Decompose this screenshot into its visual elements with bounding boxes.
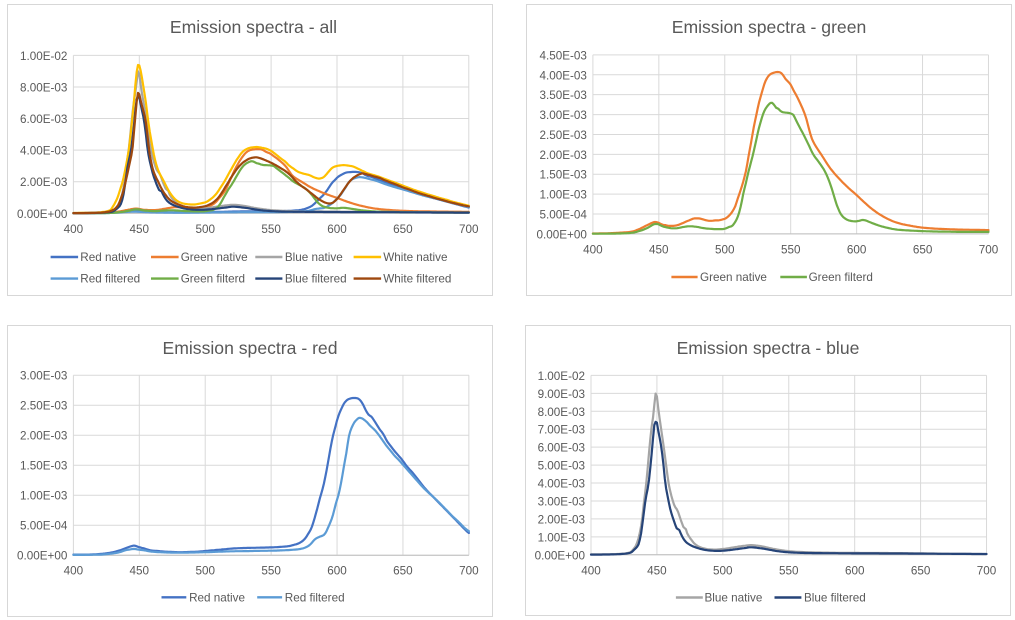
svg-text:Red native: Red native (189, 591, 245, 604)
svg-text:1.00E-03: 1.00E-03 (538, 531, 585, 544)
svg-text:700: 700 (979, 243, 999, 256)
svg-text:400: 400 (583, 243, 603, 256)
svg-text:450: 450 (649, 243, 669, 256)
svg-text:600: 600 (327, 564, 347, 577)
svg-text:2.00E-03: 2.00E-03 (20, 429, 67, 442)
svg-text:0.00E+00: 0.00E+00 (17, 208, 68, 221)
svg-text:5.00E-04: 5.00E-04 (20, 519, 68, 532)
svg-text:5.00E-04: 5.00E-04 (539, 209, 587, 222)
svg-text:650: 650 (911, 564, 931, 577)
svg-text:Red filtered: Red filtered (80, 273, 140, 286)
svg-text:450: 450 (130, 564, 150, 577)
svg-text:6.00E-03: 6.00E-03 (20, 113, 67, 126)
svg-text:550: 550 (781, 243, 801, 256)
svg-text:Emission spectra - all: Emission spectra - all (170, 17, 337, 37)
svg-text:0.00E+00: 0.00E+00 (17, 549, 68, 562)
svg-text:White native: White native (383, 251, 447, 264)
svg-text:1.00E-02: 1.00E-02 (538, 370, 585, 383)
svg-text:0.00E+00: 0.00E+00 (535, 549, 586, 562)
svg-text:2.50E-03: 2.50E-03 (539, 129, 586, 142)
svg-text:Red native: Red native (80, 251, 136, 264)
svg-text:2.00E-03: 2.00E-03 (539, 149, 586, 162)
svg-text:650: 650 (913, 243, 933, 256)
svg-text:2.00E-03: 2.00E-03 (20, 176, 67, 189)
svg-text:Emission spectra - blue: Emission spectra - blue (677, 338, 860, 358)
svg-text:Green native: Green native (700, 271, 767, 284)
svg-text:400: 400 (581, 564, 601, 577)
svg-text:Blue native: Blue native (705, 592, 763, 605)
svg-text:4.00E-03: 4.00E-03 (539, 69, 586, 82)
svg-text:1.00E-02: 1.00E-02 (20, 50, 67, 63)
svg-text:Emission spectra - green: Emission spectra - green (672, 17, 867, 37)
svg-text:White filtered: White filtered (383, 273, 451, 286)
svg-text:600: 600 (845, 564, 865, 577)
svg-text:Blue filtered: Blue filtered (285, 273, 347, 286)
svg-text:Green filterd: Green filterd (181, 273, 245, 286)
svg-text:550: 550 (779, 564, 799, 577)
svg-text:500: 500 (195, 564, 215, 577)
svg-text:550: 550 (261, 564, 281, 577)
svg-text:0.00E+00: 0.00E+00 (537, 228, 588, 241)
svg-text:600: 600 (847, 243, 867, 256)
svg-text:650: 650 (393, 564, 413, 577)
svg-text:Blue native: Blue native (285, 251, 343, 264)
svg-text:Emission spectra - red: Emission spectra - red (162, 338, 337, 358)
svg-text:Green filterd: Green filterd (809, 271, 873, 284)
svg-text:3.00E-03: 3.00E-03 (20, 369, 67, 382)
svg-text:600: 600 (327, 223, 347, 236)
svg-text:4.00E-03: 4.00E-03 (20, 145, 67, 158)
svg-text:700: 700 (977, 564, 997, 577)
svg-text:Blue filtered: Blue filtered (804, 592, 866, 605)
svg-text:2.50E-03: 2.50E-03 (20, 399, 67, 412)
svg-text:1.50E-03: 1.50E-03 (20, 459, 67, 472)
svg-text:400: 400 (64, 564, 84, 577)
svg-text:9.00E-03: 9.00E-03 (538, 388, 585, 401)
svg-text:3.00E-03: 3.00E-03 (538, 496, 585, 509)
svg-text:550: 550 (261, 223, 281, 236)
svg-text:4.00E-03: 4.00E-03 (538, 478, 585, 491)
svg-text:6.00E-03: 6.00E-03 (538, 442, 585, 455)
svg-text:500: 500 (195, 223, 215, 236)
svg-text:8.00E-03: 8.00E-03 (20, 82, 67, 95)
svg-text:Green native: Green native (181, 251, 248, 264)
svg-text:7.00E-03: 7.00E-03 (538, 424, 585, 437)
svg-text:500: 500 (715, 243, 735, 256)
svg-text:450: 450 (130, 223, 150, 236)
svg-text:1.00E-03: 1.00E-03 (20, 489, 67, 502)
svg-text:450: 450 (647, 564, 667, 577)
svg-text:Red filtered: Red filtered (285, 591, 345, 604)
svg-text:700: 700 (459, 564, 479, 577)
svg-text:1.50E-03: 1.50E-03 (539, 169, 586, 182)
svg-text:500: 500 (713, 564, 733, 577)
svg-text:650: 650 (393, 223, 413, 236)
svg-text:2.00E-03: 2.00E-03 (538, 513, 585, 526)
svg-text:8.00E-03: 8.00E-03 (538, 406, 585, 419)
svg-text:5.00E-03: 5.00E-03 (538, 460, 585, 473)
svg-text:3.50E-03: 3.50E-03 (539, 89, 586, 102)
svg-text:400: 400 (64, 223, 84, 236)
svg-text:4.50E-03: 4.50E-03 (539, 49, 586, 62)
svg-text:700: 700 (459, 223, 479, 236)
svg-text:1.00E-03: 1.00E-03 (539, 189, 586, 202)
svg-text:3.00E-03: 3.00E-03 (539, 109, 586, 122)
